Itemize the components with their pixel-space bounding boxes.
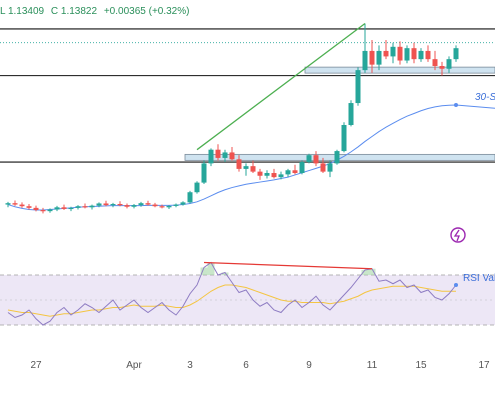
- candle-body: [278, 174, 284, 178]
- candle-body: [40, 210, 46, 212]
- candle-body: [292, 170, 298, 174]
- candle-body: [166, 205, 172, 208]
- candle-body: [432, 59, 438, 67]
- candle-body: [383, 50, 389, 57]
- candle-body: [33, 207, 39, 211]
- candle-body: [187, 192, 193, 203]
- candle-body: [26, 206, 32, 208]
- candle-body: [117, 204, 123, 206]
- candle-body: [96, 203, 102, 206]
- candle-body: [334, 151, 340, 164]
- resistance-zone: [184, 153, 495, 161]
- candle-body: [397, 46, 403, 61]
- close-value: C 1.13822: [50, 6, 98, 17]
- candle-body: [124, 205, 130, 207]
- time-tick-label: 6: [243, 360, 249, 371]
- candle-body: [453, 48, 459, 60]
- candle-body: [390, 46, 396, 57]
- candle-body: [12, 203, 18, 205]
- candle-body: [229, 152, 235, 160]
- ohlc-readout: L 1.13409 C 1.13822 +0.00365 (+0.32%): [0, 6, 193, 17]
- candle-body: [425, 50, 431, 60]
- time-tick-label: 27: [30, 360, 42, 371]
- candle-body: [257, 171, 263, 176]
- rsi-label: RSI Value: [463, 273, 495, 284]
- candle-body: [446, 59, 452, 69]
- low-value: L 1.13409: [0, 6, 45, 17]
- candle-body: [369, 50, 375, 65]
- candle-body: [82, 206, 88, 208]
- rsi-band: [0, 275, 495, 325]
- candle-body: [439, 66, 445, 69]
- candle-body: [271, 173, 277, 178]
- candle-body: [418, 50, 424, 60]
- trend-line: [196, 22, 366, 151]
- candle-body: [103, 203, 109, 206]
- rsi-pane: RSI Value: [0, 261, 495, 326]
- candle-body: [299, 162, 305, 174]
- candle-body: [208, 149, 214, 164]
- candle-body: [264, 173, 270, 176]
- candle-body: [201, 163, 207, 183]
- rsi-ma-line: [7, 284, 456, 317]
- candle-body: [376, 50, 382, 65]
- candle-body: [306, 155, 312, 163]
- moving-average-label: 30-SMA: [475, 92, 495, 103]
- time-tick-label: 15: [415, 360, 427, 371]
- candle-body: [5, 203, 11, 205]
- candle-body: [138, 203, 144, 206]
- candle-body: [313, 155, 319, 164]
- candle-body: [75, 206, 81, 208]
- candle-body: [61, 207, 67, 209]
- time-tick-label: 11: [367, 360, 378, 371]
- price-pane: 30-SMA: [0, 22, 495, 214]
- time-tick-label: 3: [187, 360, 193, 371]
- candle-body: [285, 170, 291, 175]
- candle-body: [68, 207, 74, 210]
- candle-body: [215, 149, 221, 158]
- candle-body: [243, 166, 249, 169]
- candle-body: [54, 207, 60, 210]
- candle-body: [341, 125, 347, 152]
- candle-body: [355, 70, 361, 104]
- candle-body: [152, 204, 158, 207]
- candle-body: [89, 205, 95, 208]
- candle-body: [47, 209, 53, 212]
- moving-average-marker: [454, 102, 458, 107]
- resistance-zone: [304, 66, 495, 74]
- candle-body: [320, 163, 326, 172]
- indicator-icon[interactable]: [450, 227, 466, 243]
- rsi-marker: [454, 283, 458, 287]
- change-value: +0.00365 (+0.32%): [103, 6, 190, 17]
- time-tick-label: 9: [306, 360, 312, 371]
- candle-body: [327, 163, 333, 172]
- candle-body: [131, 205, 137, 207]
- candle-body: [19, 204, 25, 207]
- rsi-overbought-fill: [200, 262, 376, 275]
- time-axis: 27 Apr 3 6 9 11 15 17: [30, 360, 490, 371]
- rsi-line: [7, 261, 457, 326]
- candle-body: [173, 204, 179, 206]
- candle-body: [348, 103, 354, 125]
- rsi-trend-line: [203, 261, 373, 270]
- candle-body: [362, 50, 368, 71]
- candle-body: [236, 159, 242, 169]
- candle-body: [159, 206, 165, 208]
- candle-body: [180, 202, 186, 205]
- time-tick-label: 17: [478, 360, 490, 371]
- candle-body: [110, 204, 116, 206]
- candle-body: [250, 166, 256, 172]
- time-tick-label: Apr: [126, 360, 142, 371]
- candle-body: [404, 48, 410, 61]
- candle-body: [411, 48, 417, 60]
- candle-body: [194, 182, 200, 193]
- candle-body: [222, 152, 228, 158]
- candle-body: [145, 203, 151, 205]
